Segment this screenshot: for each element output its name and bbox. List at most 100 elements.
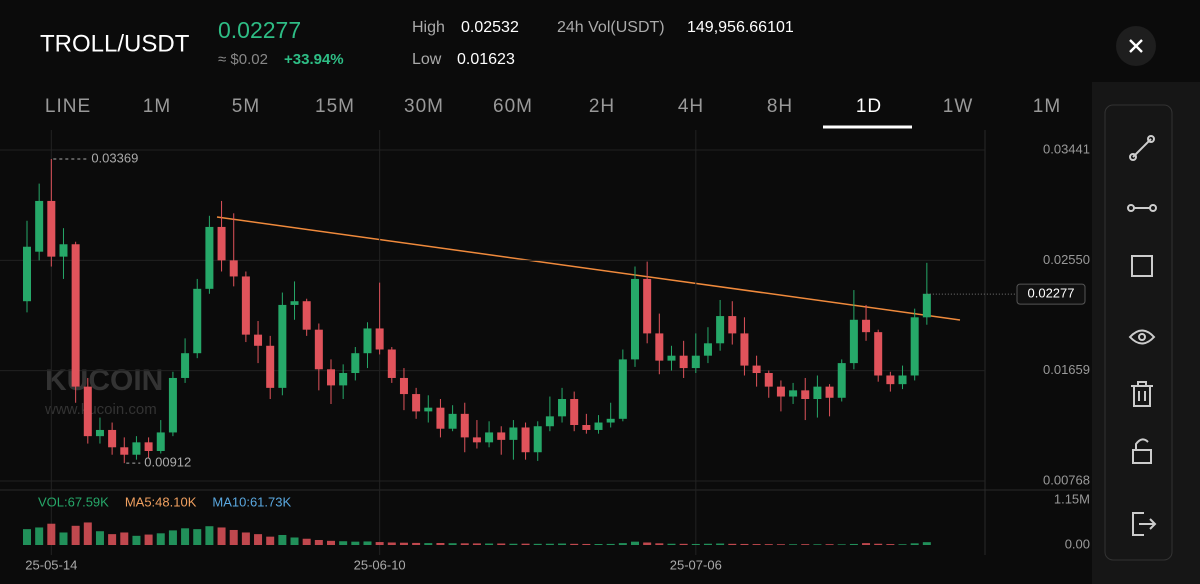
- volume-bar: [570, 543, 579, 545]
- exit-tool[interactable]: [1132, 512, 1157, 536]
- x-tick-label: 25-06-10: [354, 557, 406, 572]
- volume-bar: [35, 527, 44, 545]
- volume-bar: [752, 544, 761, 545]
- timeframe-tab[interactable]: 1W: [943, 96, 974, 117]
- volume-bar: [327, 540, 335, 545]
- volume-bar: [679, 543, 688, 545]
- volume-bar: [59, 532, 68, 545]
- timeframe-tab[interactable]: 1D: [856, 96, 882, 117]
- timeframe-tab[interactable]: LINE: [45, 96, 91, 117]
- timeframe-tab[interactable]: 1M: [1033, 96, 1061, 117]
- candle-body: [716, 316, 725, 344]
- y-tick-label: 0.00768: [1043, 472, 1090, 487]
- timeframe-tab[interactable]: 4H: [678, 96, 704, 117]
- candle-body: [95, 429, 104, 437]
- candle-body: [156, 432, 165, 452]
- candle-body: [825, 386, 834, 398]
- candle-body: [132, 442, 141, 455]
- timeframe-tab[interactable]: 8H: [767, 96, 793, 117]
- x-tick-label: 25-05-14: [25, 557, 77, 572]
- volume-legend: MA10:61.73K: [212, 494, 291, 509]
- watermark-url: www.kucoin.com: [44, 401, 157, 418]
- high-label: High: [412, 19, 445, 36]
- volume-bar: [813, 544, 822, 545]
- candle-body: [558, 399, 567, 417]
- timeframe-tab[interactable]: 1M: [143, 96, 171, 117]
- change: +33.94%: [284, 51, 344, 68]
- ray-tool[interactable]: [1127, 204, 1157, 212]
- candle-body: [424, 407, 433, 412]
- volume-bar: [241, 532, 250, 545]
- volume-bar: [837, 544, 846, 545]
- timeframe-tab[interactable]: 2H: [589, 96, 615, 117]
- candle-body: [691, 355, 700, 369]
- candle-body: [23, 246, 31, 302]
- volume-bar: [302, 538, 311, 545]
- volume-bar: [849, 543, 858, 545]
- volume-bar: [582, 543, 591, 545]
- candle-body: [789, 390, 798, 397]
- timeframe-tab[interactable]: 5M: [232, 96, 260, 117]
- candle-body: [497, 432, 506, 440]
- candle-body: [776, 386, 785, 397]
- volume-bar: [558, 543, 567, 545]
- volume-bar: [545, 543, 554, 545]
- candle-body: [533, 426, 542, 453]
- rect-tool[interactable]: [1131, 255, 1153, 277]
- volume-tick-label: 0.00: [1065, 536, 1090, 551]
- close-button[interactable]: [1116, 26, 1156, 66]
- timeframe-tab[interactable]: 15M: [315, 96, 355, 117]
- candle-body: [594, 422, 603, 430]
- candle-body: [59, 244, 68, 257]
- volume-bar: [643, 542, 652, 545]
- lock-tool[interactable]: [1132, 438, 1152, 464]
- volume-bar: [229, 529, 238, 545]
- volume-bar: [412, 542, 421, 545]
- volume-bar: [874, 543, 883, 545]
- candle-body: [217, 226, 226, 261]
- volume-bar: [655, 543, 664, 545]
- volume-bar: [789, 544, 798, 545]
- pair: TROLL/USDT: [40, 30, 190, 57]
- volume-bar: [168, 530, 177, 545]
- volume-bar: [728, 543, 737, 545]
- volume-bar: [485, 543, 494, 545]
- candle-body: [472, 437, 481, 443]
- candle-body: [862, 319, 871, 333]
- volume-bar: [862, 543, 871, 545]
- low: 0.01623: [457, 51, 515, 68]
- volume-bar: [205, 526, 214, 545]
- line-tool[interactable]: [1129, 135, 1155, 161]
- candle-body: [703, 343, 712, 356]
- candle-body: [801, 390, 810, 400]
- volume-bar: [509, 543, 518, 545]
- volume-bar: [886, 544, 895, 545]
- eye-tool[interactable]: [1128, 329, 1156, 345]
- timeframe-tab[interactable]: 60M: [493, 96, 533, 117]
- candle-body: [71, 244, 80, 387]
- candle-body: [412, 394, 421, 412]
- candle-body: [606, 418, 615, 423]
- timeframe-tab[interactable]: 30M: [404, 96, 444, 117]
- y-tick-label: 0.01659: [1043, 362, 1090, 377]
- x-tick-label: 25-07-06: [670, 557, 722, 572]
- candle-body: [120, 447, 129, 455]
- candle-body: [570, 399, 579, 426]
- candle-body: [387, 349, 396, 378]
- volume-bar: [521, 543, 530, 545]
- delete-tool[interactable]: [1131, 381, 1153, 407]
- last-price-box: [1016, 283, 1086, 305]
- volume-bar: [606, 543, 615, 545]
- volume-bar: [764, 544, 773, 545]
- candle-body: [460, 413, 469, 438]
- candle-body: [108, 429, 117, 448]
- candle-body: [399, 377, 408, 395]
- volume-bar: [922, 542, 931, 545]
- volume-bar: [898, 544, 907, 545]
- candle-body: [655, 333, 664, 361]
- candle-body: [278, 304, 287, 388]
- candle-body: [667, 355, 676, 361]
- volume-bar: [801, 544, 810, 545]
- candle-body: [886, 375, 895, 385]
